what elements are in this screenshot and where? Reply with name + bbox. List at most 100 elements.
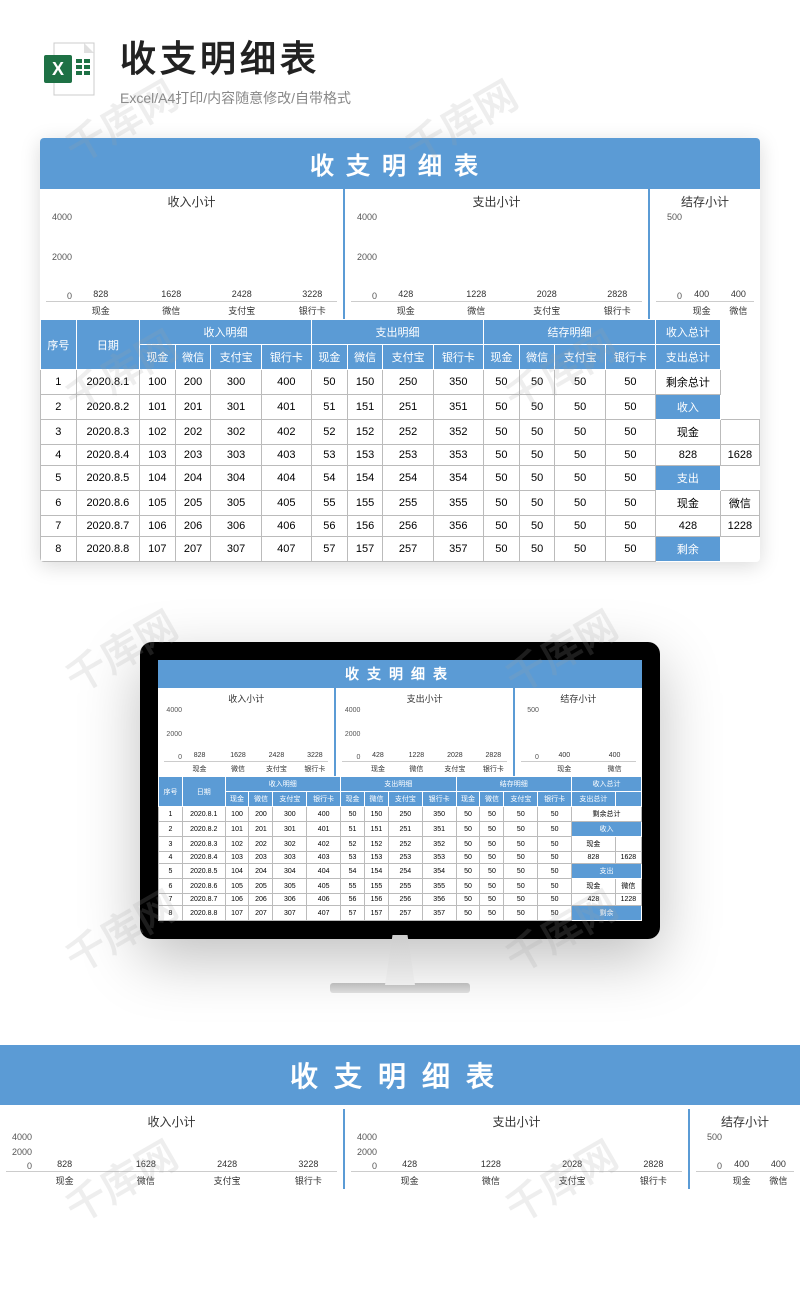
chart-area: 400020000828162824283228 bbox=[164, 707, 328, 762]
chart-panel: 结存小计5000400400现金微信 bbox=[690, 1109, 800, 1189]
table-cell: 256 bbox=[388, 894, 422, 906]
table-cell: 53 bbox=[312, 445, 348, 466]
bar-value-label: 828 bbox=[93, 289, 108, 299]
monitor-charts-row: 收入小计400020000828162824283228现金微信支付宝银行卡支出… bbox=[158, 688, 642, 776]
bar-value-label: 2828 bbox=[607, 289, 627, 299]
table-cell: 2020.8.6 bbox=[182, 879, 225, 894]
table-cell: 50 bbox=[519, 516, 555, 537]
table-cell: 54 bbox=[341, 864, 365, 879]
table-group-header: 收入总计 bbox=[572, 777, 642, 792]
table-cell: 402 bbox=[261, 420, 311, 445]
chart-title: 收入小计 bbox=[164, 692, 328, 705]
monitor-stand bbox=[330, 935, 470, 1005]
table-cell: 50 bbox=[480, 807, 504, 822]
table-cell: 2020.8.4 bbox=[182, 852, 225, 864]
table-row: 82020.8.81072073074075715725735750505050… bbox=[159, 906, 642, 921]
table-cell: 57 bbox=[312, 537, 348, 562]
table-sub-header: 微信 bbox=[347, 345, 383, 370]
table-group-header: 收入明细 bbox=[140, 320, 312, 345]
table-cell: 255 bbox=[388, 879, 422, 894]
table-cell: 254 bbox=[383, 466, 433, 491]
table-cell: 2020.8.5 bbox=[76, 466, 139, 491]
table-side-cell: 支出 bbox=[572, 864, 642, 879]
table-side-cell: 剩余总计 bbox=[656, 370, 721, 395]
table-cell: 301 bbox=[273, 822, 307, 837]
table-cell: 54 bbox=[312, 466, 348, 491]
table-cell: 50 bbox=[519, 370, 555, 395]
table-cell: 205 bbox=[175, 491, 211, 516]
monitor-screen: 收支明细表 收入小计400020000828162824283228现金微信支付… bbox=[140, 642, 660, 939]
table-cell: 2020.8.6 bbox=[76, 491, 139, 516]
table-cell: 354 bbox=[422, 864, 456, 879]
table-cell: 250 bbox=[388, 807, 422, 822]
table-cell: 103 bbox=[225, 852, 249, 864]
table-cell: 350 bbox=[422, 807, 456, 822]
table-cell: 303 bbox=[211, 445, 261, 466]
title-block: 收支明细表 Excel/A4打印/内容随意修改/自带格式 bbox=[120, 30, 351, 108]
table-cell: 304 bbox=[211, 466, 261, 491]
table-cell: 101 bbox=[225, 822, 249, 837]
table-cell: 102 bbox=[225, 837, 249, 852]
table-cell: 250 bbox=[383, 370, 433, 395]
table-cell: 50 bbox=[555, 445, 605, 466]
table-sub-header: 支付宝 bbox=[504, 792, 538, 807]
chart-panel: 支出小计400020000428122820282828现金微信支付宝银行卡 bbox=[345, 189, 650, 319]
table-cell: 50 bbox=[484, 445, 520, 466]
table-row: 12020.8.11002003004005015025035050505050… bbox=[41, 370, 760, 395]
table-sub-header: 现金 bbox=[341, 792, 365, 807]
table-side-cell: 微信 bbox=[720, 491, 759, 516]
table-cell: 50 bbox=[538, 906, 572, 921]
table-cell: 400 bbox=[307, 807, 341, 822]
table-cell: 6 bbox=[159, 879, 183, 894]
table-side-cell: 剩余总计 bbox=[572, 807, 642, 822]
table-sub-header: 银行卡 bbox=[538, 792, 572, 807]
bar-value-label: 2428 bbox=[217, 1159, 237, 1169]
page-subtitle: Excel/A4打印/内容随意修改/自带格式 bbox=[120, 88, 351, 108]
table-cell: 4 bbox=[159, 852, 183, 864]
chart-area: 400020000428122820282828 bbox=[351, 212, 642, 302]
table-sub-header: 现金 bbox=[225, 792, 249, 807]
table-cell: 50 bbox=[480, 879, 504, 894]
bar-value-label: 3228 bbox=[307, 752, 323, 759]
table-cell: 8 bbox=[41, 537, 77, 562]
table-cell: 151 bbox=[347, 395, 383, 420]
table-cell: 50 bbox=[538, 822, 572, 837]
table-row: 32020.8.31022023024025215225235250505050… bbox=[159, 837, 642, 852]
table-cell: 50 bbox=[504, 837, 538, 852]
table-cell: 56 bbox=[312, 516, 348, 537]
table-cell: 151 bbox=[364, 822, 388, 837]
table-cell: 7 bbox=[159, 894, 183, 906]
table-cell: 400 bbox=[261, 370, 311, 395]
table-cell: 301 bbox=[211, 395, 261, 420]
table-group-header: 收入总计 bbox=[656, 320, 721, 345]
spreadsheet-preview: 收支明细表 收入小计400020000828162824283228现金微信支付… bbox=[40, 138, 760, 562]
bar-value-label: 2828 bbox=[643, 1159, 663, 1169]
table-cell: 50 bbox=[484, 395, 520, 420]
table-sub-header: 现金 bbox=[456, 792, 480, 807]
table-sub-header: 支付宝 bbox=[273, 792, 307, 807]
table-row: 12020.8.11002003004005015025035050505050… bbox=[159, 807, 642, 822]
table-group-header: 日期 bbox=[76, 320, 139, 370]
table-cell: 407 bbox=[307, 906, 341, 921]
table-row: 32020.8.31022023024025215225235250505050… bbox=[41, 420, 760, 445]
table-row: 62020.8.61052053054055515525535550505050… bbox=[159, 879, 642, 894]
table-cell: 50 bbox=[555, 516, 605, 537]
table-cell: 202 bbox=[175, 420, 211, 445]
bar-value-label: 428 bbox=[398, 289, 413, 299]
table-cell: 402 bbox=[307, 837, 341, 852]
table-group-header: 结存明细 bbox=[456, 777, 572, 792]
bar-value-label: 1628 bbox=[230, 752, 246, 759]
chart-title: 结存小计 bbox=[656, 193, 754, 210]
table-cell: 50 bbox=[456, 837, 480, 852]
table-cell: 2020.8.2 bbox=[182, 822, 225, 837]
table-row: 42020.8.41032033034035315325335350505050… bbox=[159, 852, 642, 864]
table-cell: 200 bbox=[175, 370, 211, 395]
table-cell: 53 bbox=[341, 852, 365, 864]
table-cell: 50 bbox=[538, 837, 572, 852]
bar-value-label: 400 bbox=[731, 289, 746, 299]
table-cell: 302 bbox=[273, 837, 307, 852]
table-cell: 50 bbox=[484, 537, 520, 562]
table-cell: 3 bbox=[41, 420, 77, 445]
table-cell: 50 bbox=[555, 537, 605, 562]
table-cell: 306 bbox=[211, 516, 261, 537]
